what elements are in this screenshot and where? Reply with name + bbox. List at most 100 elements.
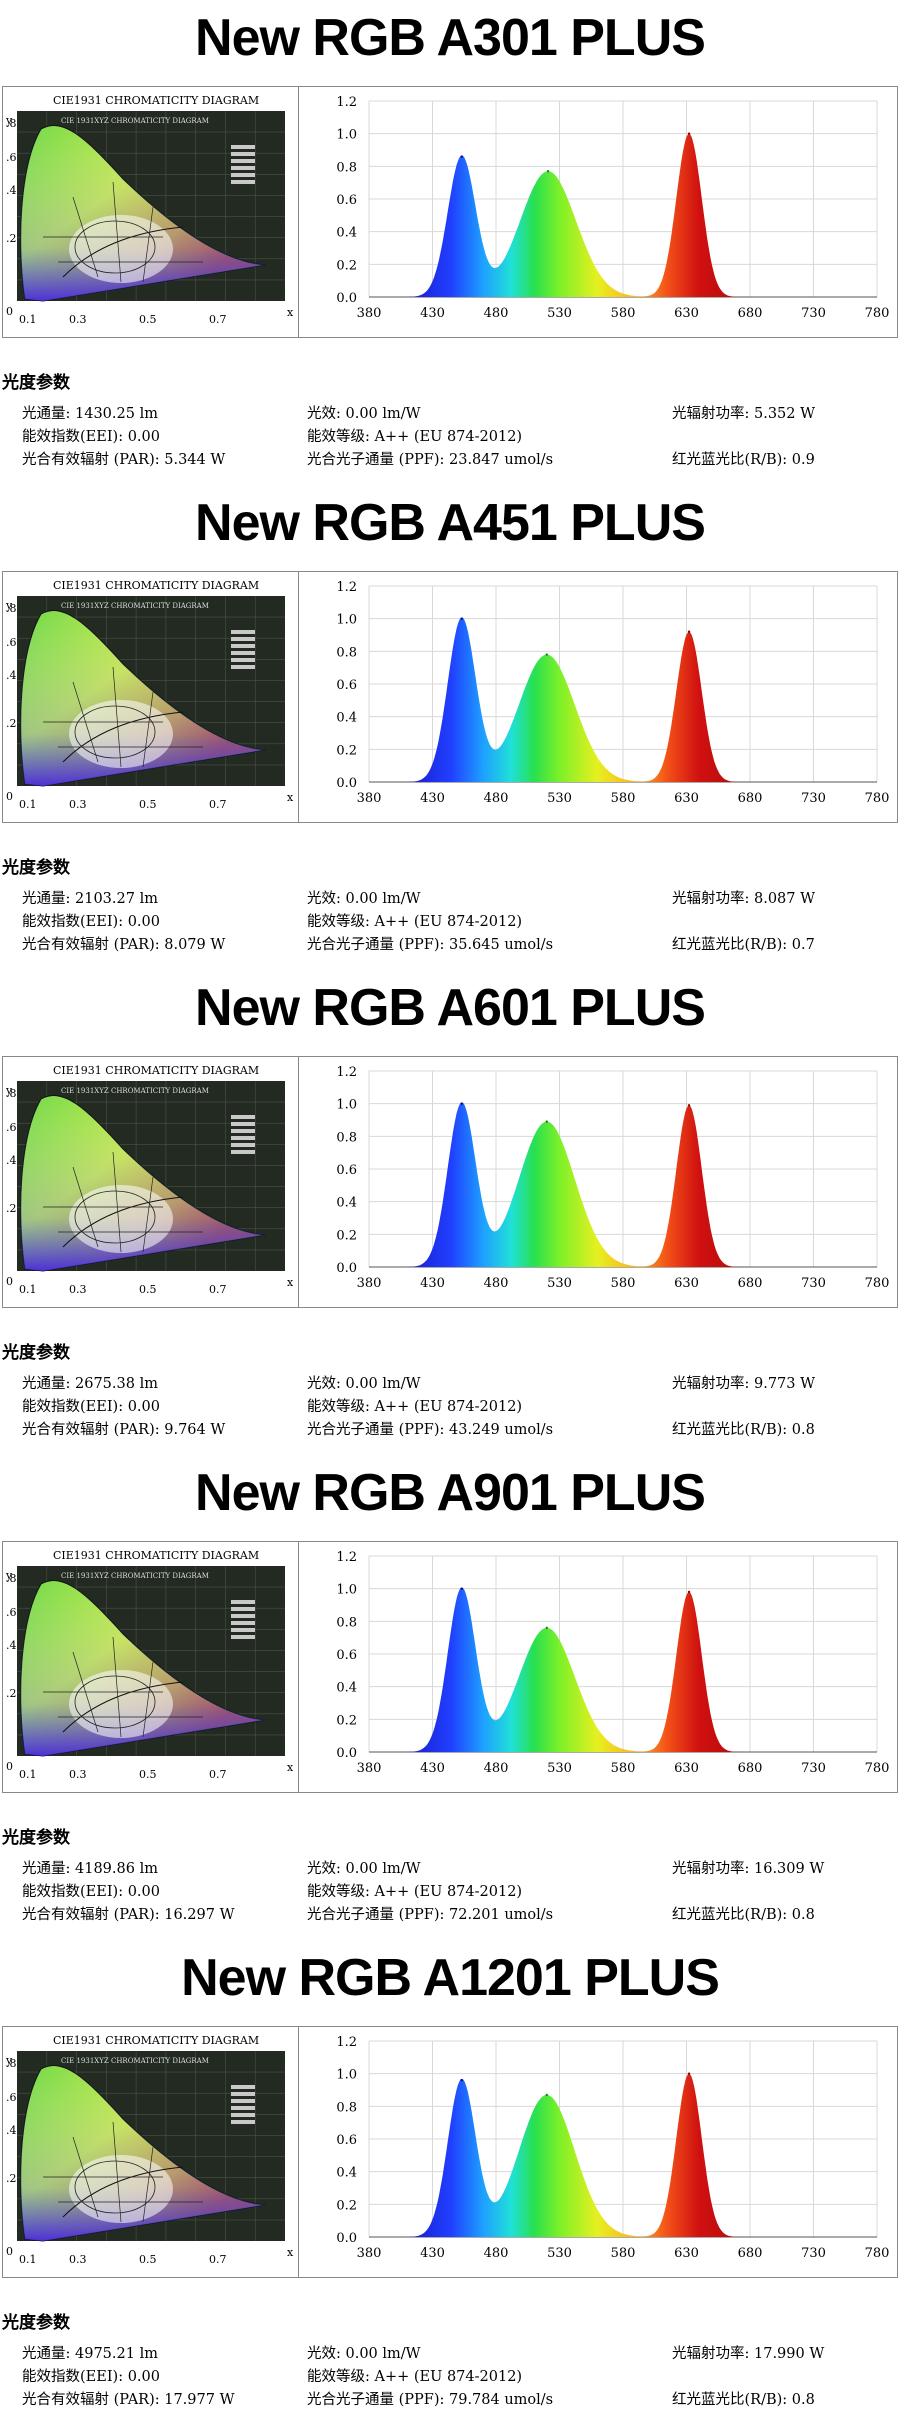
spectrum-x-tick: 780 (865, 306, 890, 321)
cie-svg: CIE1931 CHROMATICITY DIAGRAM CIE 1931XYZ … (5, 94, 294, 326)
cie-svg: CIE1931 CHROMATICITY DIAGRAM CIE 1931XYZ … (5, 579, 294, 811)
cie-zone-line (112, 666, 122, 768)
spectrum-y-tick: 0.2 (336, 258, 357, 273)
param-radiant-power: 光辐射功率: 8.087 W (672, 891, 816, 907)
cie-y-tick: 0 (6, 305, 13, 318)
spectrum-x-tick: 480 (484, 1761, 509, 1776)
spectrum-y-tick: 0.0 (336, 1746, 357, 1761)
cie-locus-ellipse (74, 220, 156, 274)
cie-inner-title: CIE 1931XYZ CHROMATICITY DIAGRAM (61, 117, 209, 125)
param-eei: 能效指数(EEI): 0.00 (22, 914, 160, 930)
cie-y-tick: .6 (6, 636, 17, 649)
spectrum-area (407, 1102, 776, 1267)
spectrum-peak-point (687, 2072, 691, 2075)
param-efficacy: 光效: 0.00 lm/W (307, 406, 421, 422)
cie-inner-title: CIE 1931XYZ CHROMATICITY DIAGRAM (61, 1572, 209, 1580)
cie-zone-line (142, 2146, 154, 2223)
spectrum-y-tick: 0.8 (336, 2100, 357, 2115)
param-efficacy: 光效: 0.00 lm/W (307, 1861, 421, 1877)
param-ppf: 光合光子通量 (PPF): 23.847 umol/s (307, 452, 554, 468)
cie-zone-line (112, 2121, 122, 2223)
cie-legend-entry (231, 152, 255, 156)
cie-x-tick: 0.5 (139, 2253, 157, 2266)
cie-y-tick: .8 (6, 602, 17, 615)
param-flux: 光通量: 4975.21 lm (22, 2346, 158, 2362)
spectrum-x-tick: 380 (357, 791, 382, 806)
spectrum-x-tick: 680 (738, 791, 763, 806)
cie-x-tick: 0.3 (69, 1768, 87, 1781)
spectrum-x-tick: 580 (611, 306, 636, 321)
spectrum-y-tick: 1.2 (336, 580, 357, 595)
product-section: New RGB A1201 PLUS CIE1931 CHROMATICITY … (0, 1940, 900, 2425)
spectrum-x-tick: 630 (674, 1761, 699, 1776)
cie-legend-entry (231, 1600, 255, 1604)
product-title: New RGB A601 PLUS (195, 979, 706, 1037)
spectrum-chart: 380 430 480 530 580 630 680 730 780 0.0 0.2 0.4 0.6 0… (298, 571, 898, 823)
spectrum-chart: 380 430 480 530 580 630 680 730 780 0.0 0.2 0.4 0.6 0… (298, 1541, 898, 1793)
spectrum-peak-point (460, 155, 463, 158)
spectrum-x-tick: 730 (801, 2246, 826, 2261)
cie-y-tick: 0 (6, 1760, 13, 1773)
spectrum-y-tick: 0.0 (336, 2231, 357, 2246)
param-eei: 能效指数(EEI): 0.00 (22, 1399, 160, 1415)
spectrum-y-tick: 0.8 (336, 1130, 357, 1145)
spectrum-x-tick: 630 (674, 791, 699, 806)
cie-inner-title: CIE 1931XYZ CHROMATICITY DIAGRAM (61, 602, 209, 610)
cie-y-axis-label: y (5, 1569, 13, 1582)
param-efficacy: 光效: 0.00 lm/W (307, 1376, 421, 1392)
spectrum-y-tick: 0.6 (336, 1648, 357, 1663)
cie-zone-line (112, 1636, 122, 1738)
cie-x-tick: 0.5 (139, 798, 157, 811)
spectrum-y-tick: 1.0 (336, 1098, 357, 1113)
cie-y-tick: .4 (6, 1154, 17, 1167)
param-ppf: 光合光子通量 (PPF): 79.784 umol/s (307, 2392, 554, 2408)
cie-y-tick: .8 (6, 1572, 17, 1585)
spectrum-peak-point (545, 1626, 548, 1630)
param-efficacy: 光效: 0.00 lm/W (307, 2346, 421, 2362)
cie-legend-entry (231, 1607, 255, 1611)
cie-x-tick: 0.5 (139, 313, 157, 326)
cie-legend-entry (231, 145, 255, 149)
spectrum-y-tick: 1.2 (336, 1550, 357, 1565)
product-title: New RGB A1201 PLUS (181, 1949, 720, 2007)
cie-y-tick: .4 (6, 2124, 17, 2137)
param-flux: 光通量: 1430.25 lm (22, 406, 158, 422)
cie-legend-entry (231, 2085, 255, 2089)
cie-x-axis-label: x (287, 1276, 294, 1289)
param-radiant-power: 光辐射功率: 5.352 W (672, 406, 816, 422)
spectrum-x-tick: 530 (547, 2246, 572, 2261)
cie-x-tick: 0.3 (69, 1283, 87, 1296)
spectrum-peak-point (545, 653, 548, 656)
spectrum-y-tick: 0.4 (336, 1196, 357, 1211)
spectrum-chart: 380 430 480 530 580 630 680 730 780 0.0 0.2 0.4 0.6 0… (298, 86, 898, 338)
cie-legend-entry (231, 159, 255, 163)
spectrum-x-tick: 480 (484, 306, 509, 321)
cie-y-tick: .4 (6, 184, 17, 197)
spectrum-x-tick: 430 (420, 2246, 445, 2261)
product-section: New RGB A301 PLUS CIE1931 CHROMATICITY D… (0, 0, 900, 485)
spectrum-x-tick: 630 (674, 306, 699, 321)
cie-title: CIE1931 CHROMATICITY DIAGRAM (53, 2034, 259, 2047)
spectrum-x-tick: 480 (484, 791, 509, 806)
params-heading: 光度参数 (2, 1828, 70, 1848)
cie-inner-title: CIE 1931XYZ CHROMATICITY DIAGRAM (61, 2057, 209, 2065)
cie-legend-entry (231, 2099, 255, 2103)
cie-locus-ellipse (74, 1190, 156, 1244)
cie-inner-title: CIE 1931XYZ CHROMATICITY DIAGRAM (61, 1087, 209, 1095)
cie-legend-entry (231, 1635, 255, 1639)
spectrum-x-tick: 730 (801, 791, 826, 806)
cie-x-tick: 0.7 (209, 1283, 227, 1296)
param-ppf: 光合光子通量 (PPF): 43.249 umol/s (307, 1422, 554, 1438)
cie-white-region (69, 700, 173, 768)
cie-svg: CIE1931 CHROMATICITY DIAGRAM CIE 1931XYZ … (5, 2034, 294, 2266)
cie-zone-line (142, 206, 154, 283)
spectrum-area (407, 1587, 776, 1752)
spectrum-peak-point (460, 617, 463, 620)
cie-x-tick: 0.1 (19, 1768, 37, 1781)
spectrum-x-tick: 780 (865, 2246, 890, 2261)
cie-x-axis-label: x (287, 306, 294, 319)
spectrum-area (407, 2073, 776, 2237)
spectrum-y-tick: 0.6 (336, 678, 357, 693)
spectrum-y-tick: 0.8 (336, 645, 357, 660)
param-par: 光合有效辐射 (PAR): 8.079 W (22, 937, 226, 953)
